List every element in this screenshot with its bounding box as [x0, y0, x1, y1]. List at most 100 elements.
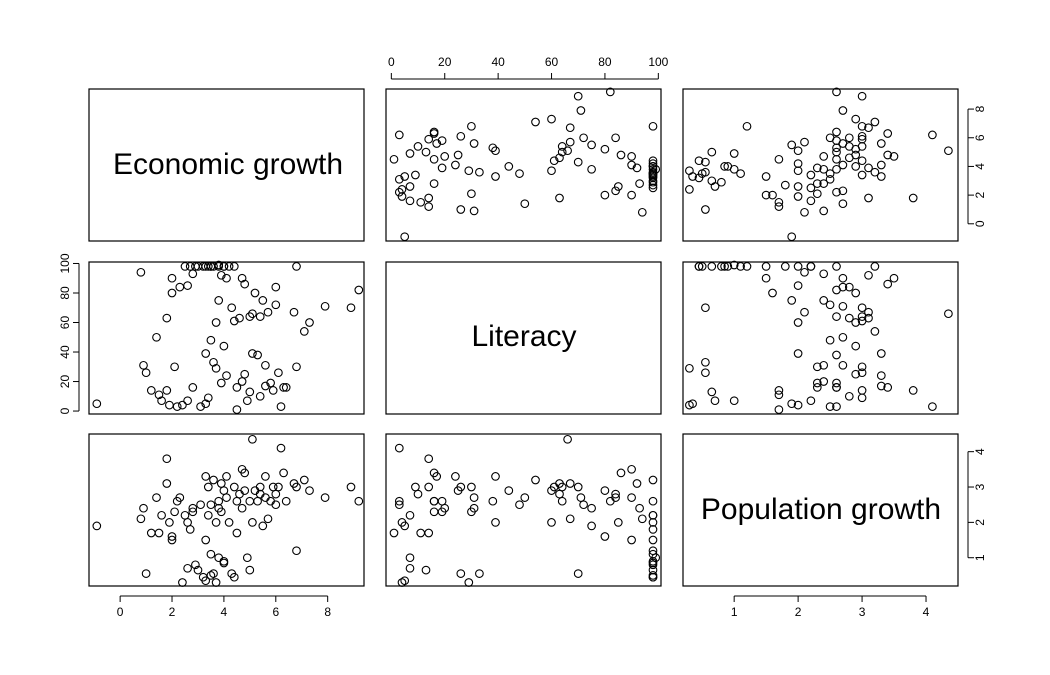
scatter-point-economic-growth-vs-literacy — [648, 176, 658, 186]
scatter-point-economic-growth-vs-population-growth — [857, 131, 867, 141]
scatter-point-literacy-vs-population-growth — [851, 288, 861, 298]
scatter-point-literacy-vs-population-growth — [729, 260, 739, 270]
scatter-point-population-growth-vs-literacy — [637, 514, 647, 524]
scatter-point-economic-growth-vs-literacy — [549, 156, 559, 166]
scatter-point-population-growth-vs-economic-growth — [211, 578, 221, 587]
scatter-point-economic-growth-vs-population-growth — [685, 166, 694, 176]
scatter-point-economic-growth-vs-population-growth — [857, 134, 867, 144]
scatter-point-literacy-vs-population-growth — [838, 360, 848, 370]
scatter-point-economic-growth-vs-literacy — [573, 157, 583, 167]
scatter-point-population-growth-vs-economic-growth — [271, 500, 281, 510]
scatter-point-literacy-vs-population-growth — [851, 318, 861, 327]
scatter-point-population-growth-vs-economic-growth — [274, 482, 283, 492]
scatter-point-economic-growth-vs-population-growth — [694, 156, 704, 166]
scatter-point-literacy-vs-economic-growth — [224, 262, 234, 271]
scatter-point-literacy-vs-population-growth — [876, 371, 886, 380]
scatter-point-economic-growth-vs-population-growth — [851, 114, 861, 124]
tick-label-left-literacy: 100 — [58, 253, 72, 273]
scatter-point-literacy-vs-population-growth — [876, 349, 886, 358]
scatter-point-literacy-vs-population-growth — [761, 262, 771, 271]
scatter-point-economic-growth-vs-literacy — [627, 160, 636, 170]
scatter-point-literacy-vs-economic-growth — [261, 381, 270, 391]
tick-label-left-literacy: 20 — [58, 375, 72, 389]
scatter-point-population-growth-vs-literacy — [456, 482, 466, 492]
scatter-point-economic-growth-vs-population-growth — [701, 205, 710, 214]
scatter-point-economic-growth-vs-literacy — [547, 166, 556, 176]
scatter-point-literacy-vs-population-growth — [701, 368, 710, 378]
scatter-point-literacy-vs-economic-growth — [255, 391, 265, 401]
scatter-point-population-growth-vs-literacy — [424, 454, 434, 464]
scatter-point-economic-growth-vs-literacy — [555, 153, 564, 163]
scatter-point-population-growth-vs-economic-growth — [216, 507, 226, 517]
scatter-point-literacy-vs-population-growth — [857, 393, 867, 403]
scatter-point-population-growth-vs-economic-growth — [162, 454, 172, 464]
scatter-point-economic-growth-vs-literacy — [437, 136, 447, 145]
scatter-point-population-growth-vs-literacy — [456, 569, 466, 578]
scatter-point-literacy-vs-population-growth — [793, 318, 803, 327]
tick-label-bottom-economic-growth: 2 — [169, 605, 176, 619]
tick-label-bottom-population-growth: 1 — [731, 605, 738, 619]
scatter-point-population-growth-vs-economic-growth — [229, 572, 239, 582]
scatter-point-economic-growth-vs-literacy — [400, 232, 410, 242]
tick-label-top-literacy: 100 — [648, 55, 668, 69]
scatter-point-literacy-vs-economic-growth — [209, 357, 218, 367]
scatter-point-population-growth-vs-literacy — [565, 514, 575, 524]
scatter-point-literacy-vs-population-growth — [768, 288, 777, 298]
scatter-point-literacy-vs-population-growth — [838, 301, 848, 311]
scatter-point-population-growth-vs-literacy — [648, 475, 658, 485]
scatter-point-literacy-vs-economic-growth — [183, 281, 192, 290]
scatter-point-population-growth-vs-economic-growth — [292, 482, 301, 492]
scatter-point-economic-growth-vs-population-growth — [883, 129, 893, 138]
scatter-point-population-growth-vs-economic-growth — [320, 493, 330, 502]
scatter-point-economic-growth-vs-literacy — [394, 187, 404, 197]
scatter-point-population-growth-vs-literacy — [394, 496, 404, 506]
scatter-point-literacy-vs-economic-growth — [92, 399, 102, 409]
scatter-point-economic-growth-vs-population-growth — [819, 152, 829, 161]
scatter-point-population-growth-vs-literacy — [416, 528, 426, 538]
scatter-point-literacy-vs-population-growth — [832, 378, 841, 388]
scatter-point-population-growth-vs-economic-growth — [354, 496, 364, 506]
scatter-point-population-growth-vs-economic-growth — [196, 500, 205, 510]
scatter-point-literacy-vs-economic-growth — [261, 360, 270, 370]
scatter-point-literacy-vs-population-growth — [838, 273, 848, 283]
scatter-point-economic-growth-vs-population-growth — [819, 179, 829, 188]
panel-literacy-vs-economic-growth — [88, 261, 365, 415]
scatter-point-economic-growth-vs-population-growth — [844, 133, 854, 143]
scatter-point-population-growth-vs-literacy — [424, 528, 434, 538]
scatter-point-literacy-vs-economic-growth — [320, 301, 330, 311]
scatter-point-economic-growth-vs-population-growth — [832, 187, 841, 197]
scatter-point-population-growth-vs-literacy — [587, 503, 596, 513]
scatter-point-economic-growth-vs-population-growth — [870, 167, 880, 177]
scatter-point-economic-growth-vs-literacy — [424, 202, 434, 211]
scatter-point-literacy-vs-economic-growth — [276, 402, 286, 411]
scatter-point-population-growth-vs-literacy — [605, 496, 615, 506]
scatter-point-economic-growth-vs-population-growth — [780, 180, 790, 190]
scatter-point-economic-growth-vs-literacy — [416, 197, 426, 207]
tick-label-top-literacy: 60 — [545, 55, 559, 69]
scatter-point-economic-growth-vs-population-growth — [864, 123, 873, 133]
scatter-point-literacy-vs-economic-growth — [167, 273, 177, 283]
scatter-point-population-growth-vs-economic-growth — [146, 528, 156, 538]
scatter-point-literacy-vs-population-growth — [736, 262, 745, 271]
scatter-point-economic-growth-vs-literacy — [515, 169, 524, 178]
tick-label-bottom-economic-growth: 4 — [221, 605, 228, 619]
scatter-point-literacy-vs-economic-growth — [209, 262, 218, 271]
scatter-point-population-growth-vs-economic-growth — [263, 514, 273, 524]
scatter-point-literacy-vs-economic-growth — [255, 312, 265, 321]
scatter-point-economic-growth-vs-population-growth — [761, 172, 771, 181]
scatter-point-population-growth-vs-literacy — [648, 510, 658, 520]
variable-label-economic-growth: Economic growth — [113, 148, 343, 181]
scatter-point-economic-growth-vs-population-growth — [851, 162, 861, 171]
scatter-point-literacy-vs-economic-growth — [248, 309, 257, 319]
scatter-point-literacy-vs-population-growth — [870, 262, 880, 271]
tick-label-right-economic-growth: 2 — [973, 191, 987, 198]
scatter-point-literacy-vs-population-growth — [819, 377, 829, 386]
scatter-point-population-growth-vs-economic-growth — [154, 528, 164, 538]
scatter-point-economic-growth-vs-literacy — [632, 163, 642, 173]
scatter-point-literacy-vs-economic-growth — [227, 303, 237, 313]
scatter-point-economic-growth-vs-literacy — [421, 147, 431, 157]
scatter-point-population-growth-vs-literacy — [421, 565, 431, 575]
scatter-point-literacy-vs-population-growth — [832, 402, 841, 411]
